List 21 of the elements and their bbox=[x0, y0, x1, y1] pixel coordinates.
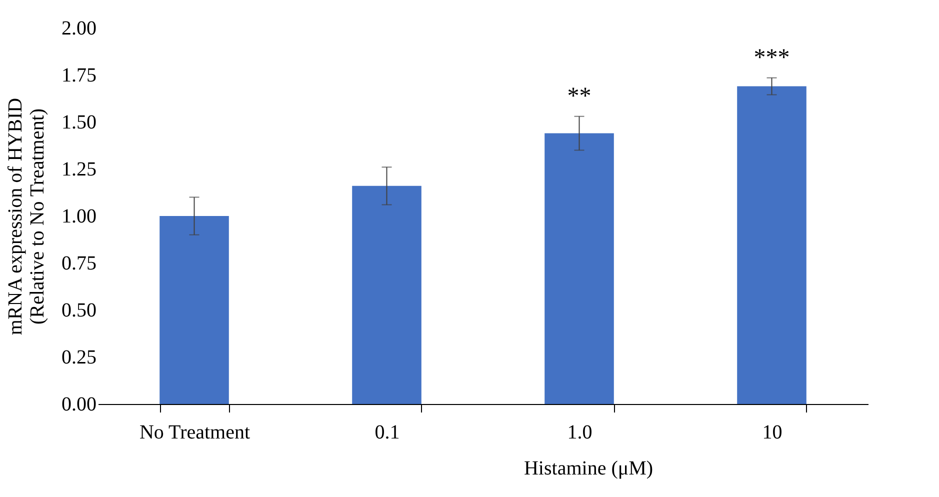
y-axis-title: mRNA expression of HYBID (Relative to No Treatment) bbox=[4, 98, 48, 336]
y-tick-label: 0.50 bbox=[62, 300, 96, 322]
bar bbox=[160, 216, 229, 404]
y-tick-label: 0.75 bbox=[62, 252, 96, 274]
bar bbox=[737, 86, 806, 404]
bar bbox=[544, 133, 614, 404]
y-tick-label: 1.25 bbox=[62, 158, 96, 180]
annotation: *** bbox=[754, 44, 790, 71]
x-tick-label: 10 bbox=[762, 422, 782, 444]
y-tick-label: 0.25 bbox=[62, 346, 96, 368]
x-tick-label: 1.0 bbox=[567, 422, 592, 444]
y-tick-label: 1.00 bbox=[62, 206, 96, 228]
y-tick-label: 0.00 bbox=[62, 394, 96, 416]
y-tick-label: 1.75 bbox=[62, 64, 96, 86]
x-tick-label: 0.1 bbox=[374, 422, 400, 444]
annotation: ** bbox=[567, 83, 592, 110]
x-axis-title: Histamine (μM) bbox=[524, 458, 654, 480]
bar bbox=[352, 186, 422, 404]
y-tick-label: 1.50 bbox=[62, 112, 96, 134]
y-tick-label: 2.00 bbox=[62, 18, 96, 40]
x-tick-label: No Treatment bbox=[139, 422, 250, 444]
